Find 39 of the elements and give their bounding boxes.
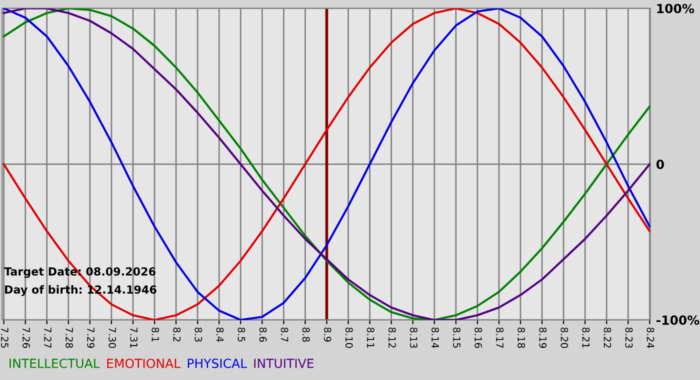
x-tick-label: 8.5 (238, 328, 246, 342)
x-tick-label: 8.15 (453, 328, 460, 348)
x-tick-label: 8.14 (432, 328, 439, 348)
x-tick-label: 8.13 (410, 328, 418, 348)
x-tick-label: 8.17 (496, 328, 504, 348)
x-tick-label: 8.7 (280, 328, 288, 342)
x-tick-label: 8.8 (302, 328, 310, 342)
x-tick-label: 8.9 (324, 328, 332, 342)
x-tick-label: 8.18 (518, 328, 526, 348)
x-tick-label: 7.26 (22, 328, 30, 348)
y-tick-label: 0 (656, 160, 664, 170)
x-tick-label: 8.16 (474, 328, 482, 348)
x-tick-label: 8.1 (152, 328, 160, 342)
x-tick-label: 8.2 (173, 328, 181, 342)
text: INTUITIVE (254, 358, 314, 368)
x-tick-label: 8.6 (259, 328, 267, 342)
y-tick-label: -100% (656, 315, 700, 325)
x-tick-label: 8.19 (539, 328, 547, 348)
x-tick-label: 8.24 (646, 328, 654, 348)
x-tick-label: 8.22 (604, 328, 612, 348)
line-series (2, 8, 650, 320)
text: EMOTIONAL (107, 358, 181, 368)
text: PHYSICAL (188, 358, 248, 368)
text: INTELLECTUAL (10, 358, 100, 368)
y-tick-label: 100% (657, 4, 694, 14)
x-tick-label: 8.11 (366, 328, 374, 348)
x-tick-label: 8.23 (625, 328, 633, 348)
x-tick-label: 7.25 (1, 328, 8, 348)
x-tick-label: 7.31 (130, 328, 138, 348)
x-tick-label: 8.21 (582, 328, 590, 348)
x-tick-label: 7.28 (66, 328, 73, 348)
x-tick-label: 7.29 (87, 328, 94, 348)
x-tick-label: 8.12 (388, 328, 396, 348)
x-tick-label: 8.20 (560, 328, 568, 348)
x-tick-label: 7.30 (108, 328, 116, 348)
x-tick-label: 8.4 (216, 328, 224, 342)
x-tick-label: 8.10 (345, 328, 353, 348)
x-tick-label: 8.3 (194, 328, 202, 342)
x-tick-label: 7.27 (44, 328, 52, 348)
